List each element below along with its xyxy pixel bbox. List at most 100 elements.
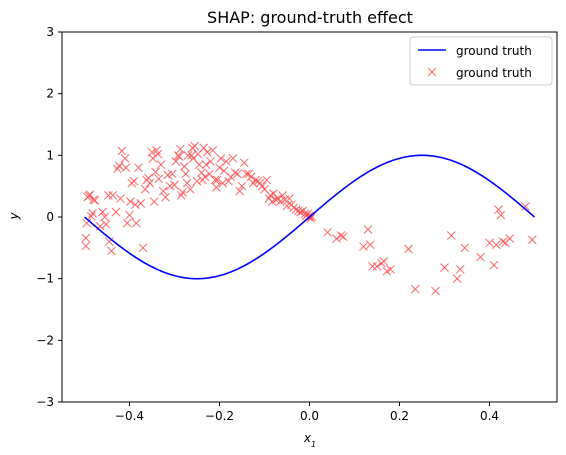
scatter-point xyxy=(167,169,177,179)
scatter-point xyxy=(228,154,238,163)
scatter-point xyxy=(293,206,303,216)
scatter-point xyxy=(192,176,202,186)
x-axis: −0.4 −0.2 0.0 0.2 0.4 xyxy=(115,402,499,423)
scatter-point xyxy=(149,197,159,206)
scatter-point xyxy=(218,178,228,188)
scatter-point xyxy=(138,243,148,253)
scatter-point xyxy=(494,205,503,214)
scatter-point xyxy=(101,220,111,229)
scatter-point xyxy=(275,197,285,206)
scatter-point xyxy=(129,176,139,186)
scatter-point xyxy=(278,191,287,200)
legend-marker-swatch xyxy=(427,67,437,77)
scatter-point xyxy=(153,149,163,159)
scatter-point xyxy=(206,157,215,166)
legend-label-line: ground truth xyxy=(456,44,532,58)
y-axis-label: y xyxy=(7,212,21,221)
scatter-point xyxy=(489,260,499,270)
y-tick-label: −2 xyxy=(36,333,54,347)
scatter-point xyxy=(365,240,375,250)
scatter-point xyxy=(131,218,141,228)
scatter-point xyxy=(233,169,242,179)
scatter-point xyxy=(156,160,166,169)
scatter-point xyxy=(284,194,294,203)
x-tick-label: 0.2 xyxy=(390,409,409,423)
scatter-point xyxy=(521,202,530,211)
scatter-point xyxy=(154,174,164,184)
scatter-point xyxy=(296,207,305,217)
scatter-point xyxy=(237,181,247,191)
scatter-point xyxy=(144,173,153,183)
scatter-point xyxy=(103,191,113,200)
scatter-point xyxy=(386,265,395,274)
scatter-point xyxy=(81,233,91,243)
scatter-point xyxy=(221,157,231,166)
scatter-point xyxy=(190,141,200,151)
scatter-point xyxy=(332,234,341,243)
scatter-point xyxy=(116,194,125,203)
scatter-point xyxy=(239,158,249,168)
legend-label-markers: ground truth xyxy=(456,66,532,80)
scatter-point xyxy=(107,246,116,256)
scatter-point xyxy=(108,191,118,200)
scatter-point xyxy=(161,192,170,202)
chart-title: SHAP: ground-truth effect xyxy=(207,8,413,27)
x-axis-label: x1 xyxy=(303,431,316,449)
scatter-point xyxy=(114,161,124,171)
scatter-point xyxy=(126,197,135,206)
scatter-point xyxy=(306,213,316,223)
scatter-point xyxy=(336,231,346,240)
scatter-point xyxy=(90,195,100,205)
scatter-point xyxy=(130,200,140,210)
scatter-series xyxy=(81,141,537,296)
scatter-point xyxy=(183,150,193,160)
scatter-point xyxy=(476,252,485,262)
scatter-point xyxy=(86,211,96,221)
scatter-point xyxy=(210,175,220,185)
scatter-point xyxy=(262,175,272,185)
y-tick-label: 0 xyxy=(46,210,54,224)
scatter-point xyxy=(88,208,97,218)
y-axis: −3 −2 −1 0 1 2 3 xyxy=(36,25,62,409)
scatter-point xyxy=(505,234,515,243)
scatter-point xyxy=(122,218,132,228)
scatter-point xyxy=(372,261,382,271)
scatter-point xyxy=(170,180,179,190)
scatter-point xyxy=(460,243,470,253)
scatter-point xyxy=(211,183,221,192)
scatter-point xyxy=(171,157,181,166)
scatter-point xyxy=(230,168,240,177)
scatter-point xyxy=(455,265,465,274)
scatter-point xyxy=(224,176,233,186)
y-tick-label: 3 xyxy=(46,25,54,39)
scatter-point xyxy=(446,231,456,240)
scatter-point xyxy=(145,178,155,188)
scatter-point xyxy=(98,207,107,217)
ground-truth-line xyxy=(83,154,536,280)
scatter-point xyxy=(242,169,251,179)
scatter-point xyxy=(81,241,91,251)
scatter-point xyxy=(246,172,256,182)
scatter-point xyxy=(180,162,189,171)
y-tick-label: −1 xyxy=(36,272,54,286)
scatter-point xyxy=(158,186,168,196)
y-tick-label: −3 xyxy=(36,395,54,409)
scatter-point xyxy=(111,207,121,217)
legend-box xyxy=(409,36,553,86)
scatter-point xyxy=(491,240,501,250)
scatter-point xyxy=(200,172,210,182)
scatter-point xyxy=(134,163,143,173)
scatter-point xyxy=(498,237,508,247)
scatter-point xyxy=(176,191,186,200)
scatter-point xyxy=(174,152,184,161)
line-series xyxy=(83,154,536,280)
scatter-point xyxy=(485,238,494,248)
scatter-point xyxy=(181,169,191,179)
scatter-point xyxy=(201,160,211,169)
scatter-point xyxy=(117,146,127,156)
scatter-point xyxy=(175,144,185,154)
scatter-point xyxy=(368,261,377,271)
scatter-point xyxy=(151,167,160,177)
scatter-point xyxy=(182,178,192,188)
